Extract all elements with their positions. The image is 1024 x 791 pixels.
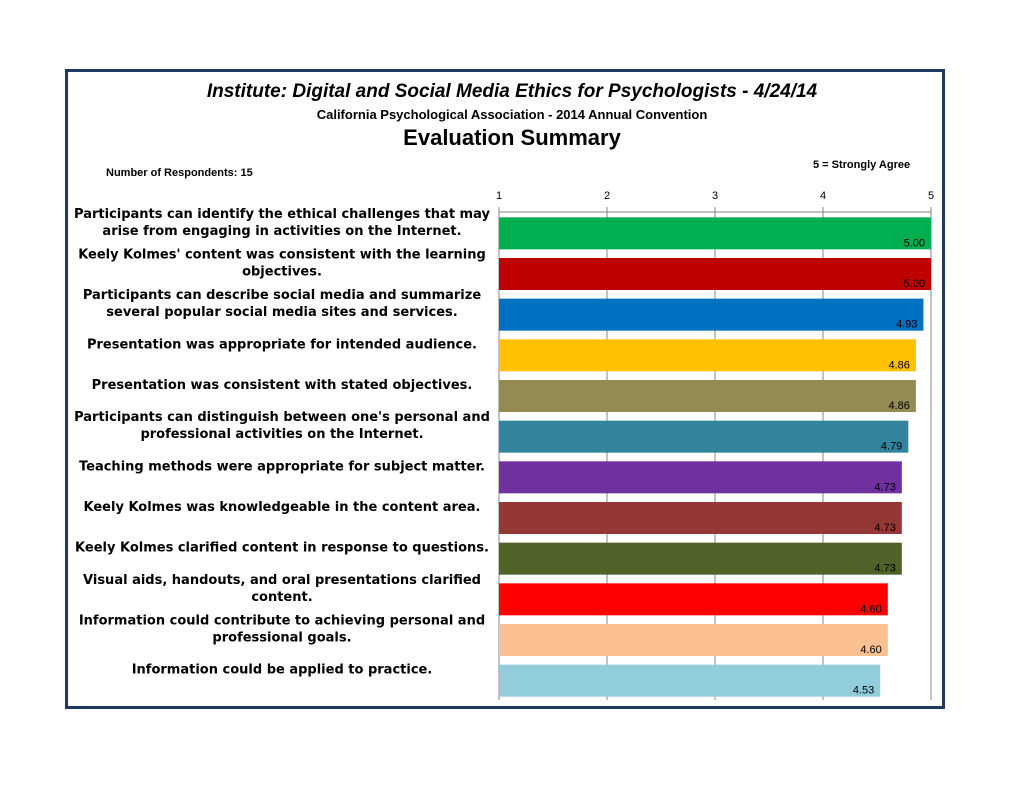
bar (499, 258, 931, 290)
tick-label: 3 (712, 190, 718, 202)
bar (499, 420, 909, 453)
respondents-count: Number of Respondents: 15 (106, 167, 253, 179)
data-label: 4.60 (860, 603, 881, 615)
data-label: 4.86 (888, 400, 909, 412)
data-label: 4.60 (860, 644, 881, 656)
category-label: professional activities on the Internet. (140, 427, 423, 442)
data-label: 4.93 (896, 319, 917, 331)
bar (499, 624, 888, 656)
category-label: Participants can identify the ethical ch… (74, 207, 490, 222)
data-label: 4.73 (874, 522, 895, 534)
chart-subtitle: California Psychological Association - 2… (316, 107, 708, 122)
data-label: 4.73 (874, 563, 895, 575)
bar (499, 461, 902, 494)
chart-title: Institute: Digital and Social Media Ethi… (206, 81, 818, 102)
data-label: 4.73 (874, 481, 895, 493)
category-label: Keely Kolmes clarified content in respon… (75, 541, 489, 556)
data-label: 4.79 (881, 441, 902, 453)
bar (499, 583, 888, 616)
category-label: Keely Kolmes was knowledgeable in the co… (84, 500, 481, 515)
category-label: Information could contribute to achievin… (79, 614, 485, 629)
tick-label: 5 (928, 190, 934, 202)
category-label: Visual aids, handouts, and oral presenta… (83, 573, 481, 588)
category-label: several popular social media sites and s… (106, 305, 457, 320)
bar (499, 502, 902, 534)
category-label: professional goals. (212, 631, 351, 646)
bar (499, 217, 931, 250)
scale-note: 5 = Strongly Agree (813, 159, 911, 171)
data-label: 5.00 (904, 278, 925, 290)
bar (499, 542, 902, 575)
bar (499, 298, 924, 331)
category-label: objectives. (242, 265, 322, 280)
tick-label: 2 (604, 190, 610, 202)
bar (499, 380, 916, 412)
tick-label: 4 (820, 190, 826, 202)
category-label: Keely Kolmes' content was consistent wit… (78, 248, 486, 263)
category-label: Teaching methods were appropriate for su… (79, 459, 485, 474)
category-label: Information could be applied to practice… (132, 663, 433, 678)
category-label: Presentation was appropriate for intende… (87, 337, 477, 352)
category-label: Presentation was consistent with stated … (92, 378, 473, 393)
category-label: Participants can distinguish between one… (74, 410, 490, 425)
bar (499, 664, 881, 697)
chart-heading: Evaluation Summary (403, 125, 621, 150)
data-label: 4.86 (888, 359, 909, 371)
category-label: arise from engaging in activities on the… (102, 224, 461, 239)
bar (499, 339, 916, 372)
tick-label: 1 (496, 190, 502, 202)
data-label: 5.00 (904, 237, 925, 249)
category-label: Participants can describe social media a… (83, 288, 482, 303)
data-label: 4.53 (853, 685, 874, 697)
category-label: content. (251, 590, 312, 605)
